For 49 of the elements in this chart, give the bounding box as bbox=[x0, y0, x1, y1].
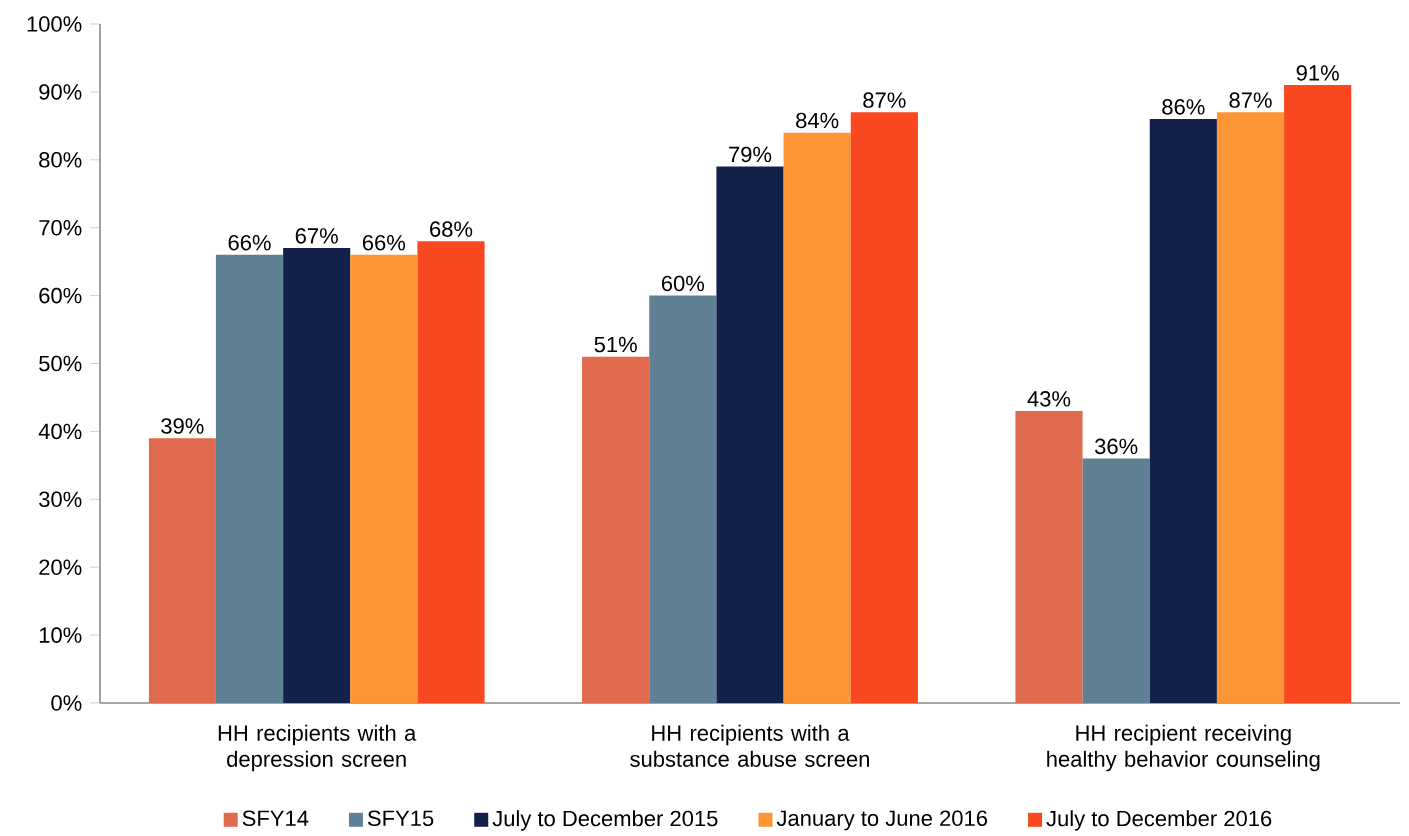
bar bbox=[1216, 112, 1285, 703]
bar bbox=[1149, 119, 1217, 703]
data-label: 87% bbox=[863, 92, 906, 108]
bar bbox=[783, 132, 851, 703]
data-label: 51% bbox=[594, 336, 637, 353]
y-tick-label: 40% bbox=[38, 423, 82, 440]
data-label: 66% bbox=[362, 234, 406, 251]
bar bbox=[1284, 85, 1352, 703]
legend-label: July to December 2016 bbox=[1046, 810, 1272, 831]
data-label: 39% bbox=[161, 418, 204, 434]
y-tick-label: 30% bbox=[39, 491, 82, 508]
data-label: 36% bbox=[1095, 438, 1138, 455]
bar bbox=[716, 166, 784, 703]
x-tick-label: HH recipient receiving healthy behavior counseling bbox=[1047, 724, 1320, 772]
data-label: 91% bbox=[1296, 65, 1339, 81]
y-tick-label: 100% bbox=[27, 16, 82, 32]
bar bbox=[649, 295, 717, 703]
bar bbox=[850, 112, 918, 703]
legend-label: SFY15 bbox=[367, 810, 434, 827]
bar bbox=[1015, 411, 1083, 703]
x-tick-label: HH recipients with a depression screen bbox=[218, 724, 417, 772]
data-label: 66% bbox=[228, 234, 271, 251]
data-label: 60% bbox=[661, 275, 705, 292]
x-tick-label: HH recipients with a substance abuse screen bbox=[630, 724, 869, 767]
data-label: 67% bbox=[295, 228, 338, 244]
y-tick-label: 60% bbox=[39, 287, 82, 304]
bar bbox=[148, 438, 216, 703]
data-label: 87% bbox=[1229, 92, 1272, 108]
y-tick-label: 80% bbox=[39, 152, 82, 168]
data-label: 68% bbox=[430, 221, 473, 237]
y-tick-label: 50% bbox=[39, 355, 82, 372]
y-tick-label: 0% bbox=[51, 695, 82, 711]
bar bbox=[582, 356, 650, 703]
y-tick-label: 10% bbox=[39, 627, 82, 643]
bar bbox=[417, 241, 485, 703]
data-label: 84% bbox=[796, 112, 839, 129]
bar bbox=[1082, 458, 1150, 703]
legend-label: July to December 2015 bbox=[492, 810, 718, 831]
y-tick-label: 20% bbox=[39, 559, 82, 575]
legend-label: January to June 2016 bbox=[776, 810, 988, 831]
y-tick-label: 70% bbox=[39, 219, 82, 236]
bar bbox=[283, 248, 351, 703]
data-label: 79% bbox=[729, 146, 772, 163]
bar bbox=[350, 254, 418, 703]
data-label: 86% bbox=[1162, 99, 1205, 115]
legend-label: SFY14 bbox=[242, 810, 309, 827]
bar bbox=[215, 254, 284, 703]
data-label: 43% bbox=[1027, 391, 1071, 407]
y-tick-label: 90% bbox=[39, 84, 82, 100]
